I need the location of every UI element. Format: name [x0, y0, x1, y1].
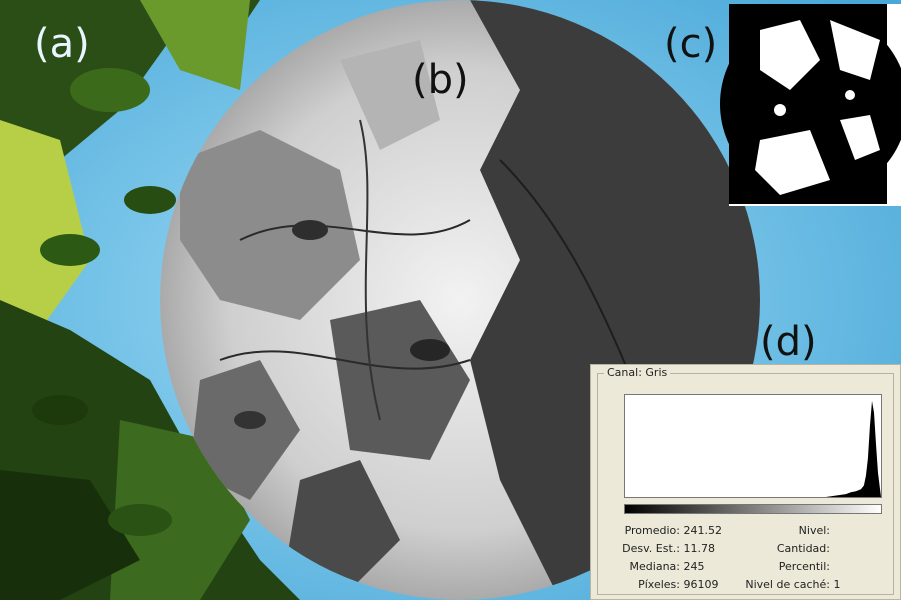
histogram-groupbox: Canal: Gris Promedio: 241.52 Desv. Est.:… — [597, 366, 894, 595]
histogram-plot — [624, 394, 882, 498]
stat-promedio: Promedio: 241.52 — [624, 524, 722, 537]
stat-cantidad: Cantidad: — [776, 542, 830, 555]
binary-thresholded-image — [720, 4, 901, 206]
channel-label: Canal: Gris — [604, 366, 671, 379]
histogram-area — [625, 401, 881, 497]
stat-nivel: Nivel: — [798, 524, 830, 537]
panel-label-a: (a) — [34, 21, 90, 67]
histogram-chart — [625, 401, 881, 497]
grayscale-ramp — [624, 504, 882, 514]
stat-pixeles: Píxeles: 96109 — [638, 578, 719, 591]
panel-label-b: (b) — [412, 57, 469, 103]
stat-nivel-de-cache: Nivel de caché: 1 — [745, 578, 841, 591]
histogram-panel: Canal: Gris Promedio: 241.52 Desv. Est.:… — [590, 364, 901, 600]
stat-desv-est: Desv. Est.: 11.78 — [622, 542, 715, 555]
panel-label-c: (c) — [664, 21, 718, 67]
panel-label-d: (d) — [760, 319, 817, 365]
stat-percentil: Percentil: — [778, 560, 830, 573]
stat-mediana: Mediana: 245 — [629, 560, 705, 573]
